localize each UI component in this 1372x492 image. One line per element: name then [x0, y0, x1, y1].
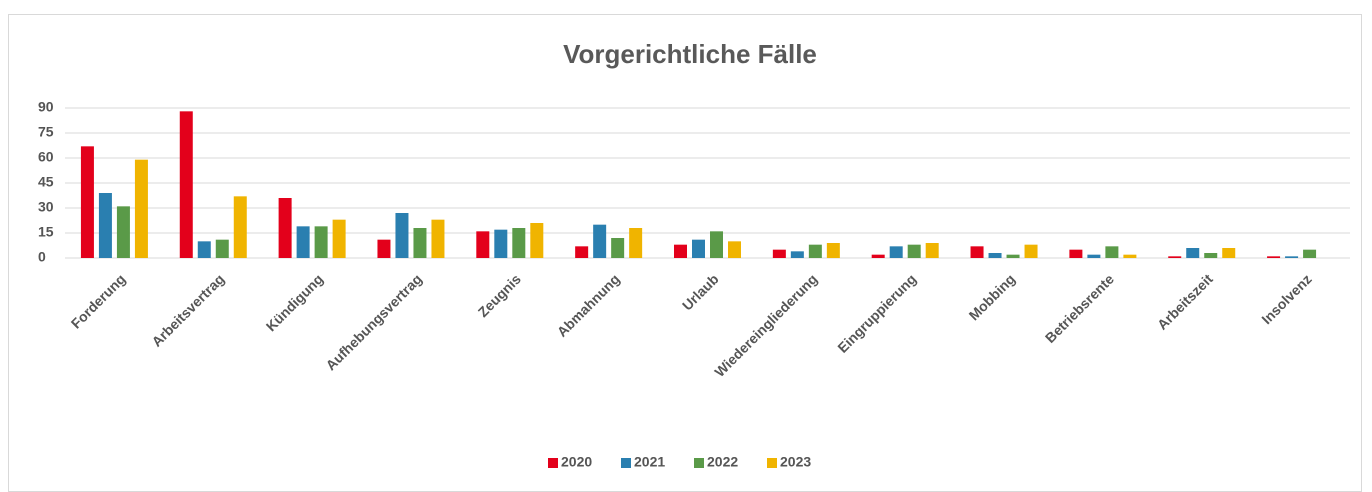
- bar: [1006, 254, 1020, 258]
- bar: [1285, 256, 1299, 258]
- bar: [1186, 248, 1200, 258]
- bar: [1024, 244, 1038, 258]
- legend-swatch: [621, 458, 631, 468]
- y-tick-label: 15: [38, 224, 54, 240]
- bar: [215, 239, 229, 258]
- bar: [907, 244, 921, 258]
- bar: [1087, 254, 1101, 258]
- bar: [98, 193, 112, 258]
- bar: [790, 251, 804, 258]
- x-tick-label: Betriebsrente: [1042, 271, 1117, 346]
- bar: [575, 246, 589, 258]
- bar: [692, 239, 705, 258]
- bar: [413, 228, 427, 258]
- bar: [826, 243, 840, 258]
- bar: [674, 244, 687, 258]
- bar: [988, 253, 1002, 258]
- bar: [530, 223, 544, 258]
- x-tick-label: Urlaub: [679, 271, 722, 314]
- bar: [728, 241, 741, 258]
- bar: [710, 231, 723, 258]
- legend-label: 2021: [634, 454, 665, 470]
- y-tick-label: 90: [38, 99, 54, 115]
- bar: [179, 111, 193, 258]
- x-tick-label: Mobbing: [966, 271, 1019, 324]
- x-tick-label: Eingruppierung: [834, 271, 919, 356]
- bar: [1168, 256, 1182, 258]
- bar: [611, 238, 625, 258]
- x-tick-label: Aufhebungsvertrag: [322, 271, 425, 374]
- bar: [593, 224, 607, 258]
- legend-label: 2020: [561, 454, 592, 470]
- legend-swatch: [694, 458, 704, 468]
- y-tick-label: 60: [38, 149, 54, 165]
- bar: [1069, 249, 1083, 258]
- bar: [494, 229, 508, 258]
- bar: [431, 219, 445, 258]
- x-tick-label: Kündigung: [263, 271, 327, 335]
- bar: [1303, 249, 1317, 258]
- bar: [970, 246, 984, 258]
- bar: [476, 231, 490, 258]
- legend-swatch: [548, 458, 558, 468]
- y-tick-label: 45: [38, 174, 54, 190]
- bar: [772, 249, 786, 258]
- y-tick-label: 0: [38, 249, 46, 265]
- bar: [1105, 246, 1119, 258]
- x-tick-label: Wiedereingliederung: [711, 271, 820, 380]
- bar: [197, 241, 211, 258]
- y-tick-label: 75: [38, 124, 54, 140]
- bar: [116, 206, 130, 258]
- x-tick-label: Insolvenz: [1258, 271, 1314, 327]
- x-tick-label: Forderung: [68, 271, 129, 332]
- bar: [871, 254, 885, 258]
- bar: [808, 244, 822, 258]
- legend-label: 2023: [780, 454, 811, 470]
- bar: [629, 228, 643, 258]
- bar: [332, 219, 346, 258]
- bar: [1267, 256, 1281, 258]
- bar: [889, 246, 903, 258]
- bar: [1222, 248, 1236, 258]
- bar: [80, 146, 94, 258]
- bar: [278, 198, 292, 258]
- legend-swatch: [767, 458, 777, 468]
- legend-label: 2022: [707, 454, 738, 470]
- bar: [377, 239, 391, 258]
- chart-title: Vorgerichtliche Fälle: [563, 39, 817, 69]
- bar: [314, 226, 328, 258]
- bar: [296, 226, 310, 258]
- bar: [1123, 254, 1137, 258]
- x-tick-label: Arbeitsvertrag: [148, 271, 227, 350]
- bar: [925, 243, 939, 258]
- x-tick-label: Zeugnis: [475, 271, 524, 320]
- x-tick-label: Abmahnung: [554, 271, 623, 340]
- bar: [395, 213, 409, 258]
- y-tick-label: 30: [38, 199, 54, 215]
- bar: [1204, 253, 1218, 258]
- x-tick-label: Arbeitszeit: [1154, 271, 1216, 333]
- bar: [134, 159, 148, 258]
- bar: [233, 196, 247, 258]
- bar: [512, 228, 526, 258]
